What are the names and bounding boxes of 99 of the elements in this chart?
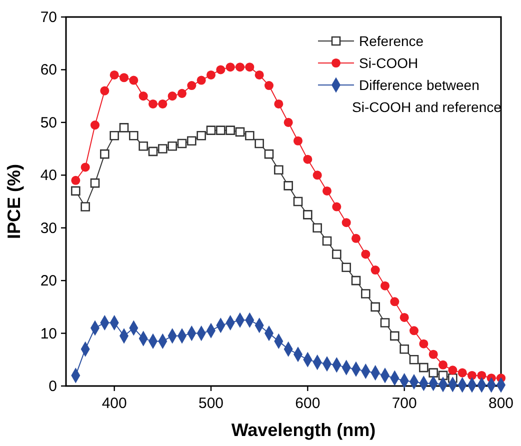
point — [187, 136, 196, 146]
point — [100, 149, 110, 159]
point — [206, 70, 216, 80]
y-tick-label: 20 — [40, 272, 57, 290]
point — [71, 176, 80, 185]
point — [254, 70, 264, 80]
point — [342, 262, 351, 272]
point — [400, 312, 409, 322]
point — [187, 81, 196, 90]
point — [119, 123, 129, 132]
point — [438, 360, 448, 370]
point — [138, 92, 148, 101]
point — [119, 73, 129, 82]
point — [342, 218, 351, 228]
point — [216, 126, 226, 135]
point — [284, 181, 293, 190]
point — [158, 144, 168, 154]
y-tick-label: 40 — [40, 167, 57, 184]
point — [80, 202, 90, 212]
point — [100, 86, 110, 96]
x-tick-label: 600 — [295, 395, 320, 412]
point — [245, 130, 254, 140]
point — [264, 81, 274, 90]
point — [332, 202, 342, 212]
y-tick-label: 30 — [40, 220, 57, 237]
point — [467, 370, 477, 380]
point — [351, 234, 361, 243]
legend-label: Reference — [359, 33, 424, 49]
x-tick-label: 800 — [488, 395, 514, 412]
point — [428, 368, 438, 378]
point — [448, 366, 458, 375]
point — [332, 250, 342, 259]
point — [138, 142, 148, 151]
point — [148, 146, 158, 156]
point — [235, 127, 245, 137]
y-tick-label: 70 — [40, 9, 57, 26]
y-tick-label: 60 — [40, 62, 57, 79]
point — [380, 318, 390, 328]
point — [361, 250, 370, 259]
x-axis-title: Wavelength (nm) — [231, 420, 376, 440]
point — [206, 126, 216, 135]
point — [235, 62, 245, 72]
point — [216, 65, 226, 74]
point — [458, 368, 467, 378]
point — [400, 344, 409, 354]
point — [110, 130, 119, 140]
point — [380, 281, 390, 290]
point — [148, 99, 158, 108]
point — [226, 62, 235, 72]
point — [409, 326, 419, 336]
point — [419, 362, 428, 372]
x-tick-label: 500 — [198, 395, 224, 412]
point — [254, 138, 264, 148]
point — [71, 186, 80, 196]
point — [293, 136, 303, 146]
point — [245, 62, 254, 72]
point — [370, 266, 380, 275]
point — [361, 289, 370, 298]
point — [303, 154, 312, 164]
point — [168, 92, 177, 101]
point — [158, 99, 168, 108]
point — [226, 126, 235, 135]
point — [370, 302, 380, 312]
point — [80, 162, 90, 172]
point — [312, 170, 322, 180]
y-tick-label: 10 — [40, 325, 57, 342]
point — [264, 149, 274, 159]
y-axis-title: IPCE (%) — [4, 164, 24, 240]
point — [274, 165, 284, 175]
point — [303, 210, 312, 220]
point — [312, 223, 322, 233]
point — [477, 370, 486, 380]
point — [90, 120, 100, 130]
point — [129, 130, 138, 140]
point — [284, 118, 293, 127]
legend-label: Si-COOH — [359, 55, 418, 71]
point — [409, 354, 419, 364]
point — [196, 130, 206, 140]
point — [390, 297, 400, 306]
point — [428, 350, 438, 359]
point — [177, 138, 187, 148]
point — [129, 76, 138, 85]
point — [351, 276, 361, 286]
point — [90, 178, 100, 188]
point — [293, 196, 303, 206]
point — [322, 186, 332, 196]
point — [419, 339, 428, 348]
point — [168, 142, 177, 151]
point — [390, 331, 400, 341]
point — [322, 236, 332, 246]
point — [196, 76, 206, 85]
point — [177, 88, 187, 98]
point — [110, 70, 119, 80]
point — [274, 99, 284, 108]
y-tick-label: 0 — [48, 378, 57, 395]
y-tick-label: 50 — [40, 114, 57, 132]
x-tick-label: 700 — [392, 395, 417, 412]
legend-label: Difference between Si-COOH and reference — [352, 77, 502, 115]
x-tick-label: 400 — [102, 395, 127, 412]
